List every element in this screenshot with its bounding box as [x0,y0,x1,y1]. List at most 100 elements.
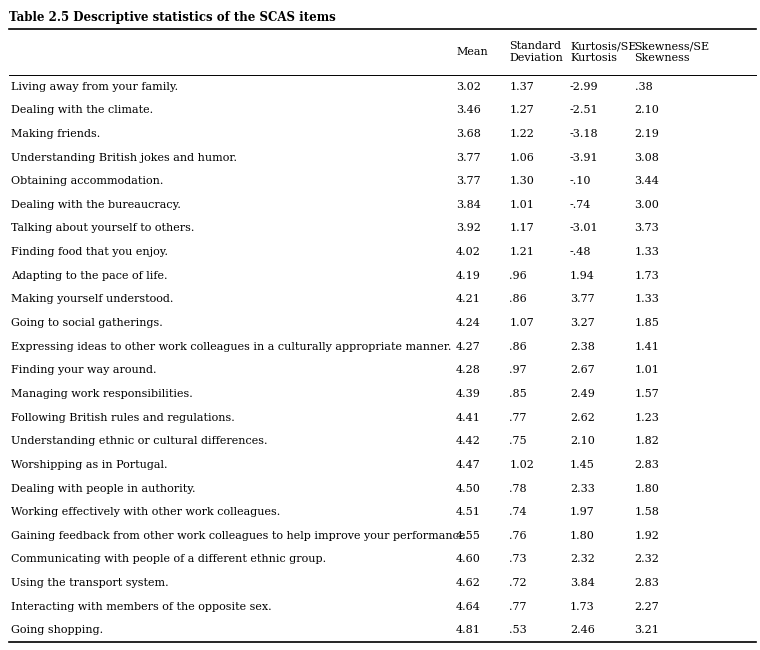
Text: 2.67: 2.67 [570,365,595,375]
Text: Living away from your family.: Living away from your family. [11,81,179,92]
Text: 1.07: 1.07 [509,318,534,328]
Text: 1.06: 1.06 [509,153,534,162]
Text: 2.10: 2.10 [570,436,595,447]
Text: 2.10: 2.10 [635,105,660,115]
Text: .86: .86 [509,294,527,304]
Text: 4.24: 4.24 [456,318,481,328]
Text: -2.99: -2.99 [570,81,599,92]
Text: 4.64: 4.64 [456,602,481,612]
Text: 4.21: 4.21 [456,294,481,304]
Text: 1.01: 1.01 [635,365,660,375]
Text: Dealing with the bureaucracy.: Dealing with the bureaucracy. [11,200,182,210]
Text: 1.97: 1.97 [570,507,595,517]
Text: 2.49: 2.49 [570,389,595,399]
Text: 3.27: 3.27 [570,318,595,328]
Text: 1.41: 1.41 [635,342,660,352]
Text: Understanding ethnic or cultural differences.: Understanding ethnic or cultural differe… [11,436,268,447]
Text: 4.28: 4.28 [456,365,481,375]
Text: 2.27: 2.27 [635,602,660,612]
Text: 4.02: 4.02 [456,247,481,257]
Text: Dealing with the climate.: Dealing with the climate. [11,105,154,115]
Text: Going to social gatherings.: Going to social gatherings. [11,318,163,328]
Text: 3.92: 3.92 [456,224,481,233]
Text: 3.77: 3.77 [570,294,594,304]
Text: 1.82: 1.82 [635,436,660,447]
Text: 2.32: 2.32 [570,554,595,564]
Text: 1.85: 1.85 [635,318,660,328]
Text: .97: .97 [509,365,527,375]
Text: 1.58: 1.58 [635,507,660,517]
Text: Understanding British jokes and humor.: Understanding British jokes and humor. [11,153,237,162]
Text: .85: .85 [509,389,527,399]
Text: Gaining feedback from other work colleagues to help improve your performance.: Gaining feedback from other work colleag… [11,531,469,541]
Text: Using the transport system.: Using the transport system. [11,578,169,588]
Text: 1.17: 1.17 [509,224,534,233]
Text: Mean: Mean [456,47,488,57]
Text: 1.57: 1.57 [635,389,660,399]
Text: .76: .76 [509,531,527,541]
Text: 4.27: 4.27 [456,342,481,352]
Text: Adapting to the pace of life.: Adapting to the pace of life. [11,270,168,281]
Text: Kurtosis/SE
Kurtosis: Kurtosis/SE Kurtosis [570,41,637,63]
Text: 3.02: 3.02 [456,81,481,92]
Text: Table 2.5 Descriptive statistics of the SCAS items: Table 2.5 Descriptive statistics of the … [9,11,336,24]
Text: -2.51: -2.51 [570,105,599,115]
Text: Going shopping.: Going shopping. [11,625,103,636]
Text: 4.60: 4.60 [456,554,481,564]
Text: 4.50: 4.50 [456,484,481,493]
Text: .72: .72 [509,578,527,588]
Text: Interacting with members of the opposite sex.: Interacting with members of the opposite… [11,602,272,612]
Text: Finding your way around.: Finding your way around. [11,365,157,375]
Text: 3.44: 3.44 [635,176,660,186]
Text: .78: .78 [509,484,527,493]
Text: 1.37: 1.37 [509,81,534,92]
Text: 2.83: 2.83 [635,460,660,470]
Text: 2.62: 2.62 [570,413,595,422]
Text: Worshipping as in Portugal.: Worshipping as in Portugal. [11,460,168,470]
Text: 4.42: 4.42 [456,436,481,447]
Text: Talking about yourself to others.: Talking about yourself to others. [11,224,195,233]
Text: .96: .96 [509,270,527,281]
Text: Following British rules and regulations.: Following British rules and regulations. [11,413,235,422]
Text: .74: .74 [509,507,527,517]
Text: 4.62: 4.62 [456,578,481,588]
Text: 1.92: 1.92 [635,531,660,541]
Text: -3.18: -3.18 [570,129,599,139]
Text: Dealing with people in authority.: Dealing with people in authority. [11,484,196,493]
Text: 3.84: 3.84 [456,200,481,210]
Text: Working effectively with other work colleagues.: Working effectively with other work coll… [11,507,280,517]
Text: 1.27: 1.27 [509,105,534,115]
Text: -.10: -.10 [570,176,591,186]
Text: 3.77: 3.77 [456,153,480,162]
Text: Making friends.: Making friends. [11,129,100,139]
Text: -3.91: -3.91 [570,153,599,162]
Text: 3.77: 3.77 [456,176,480,186]
Text: 3.08: 3.08 [635,153,660,162]
Text: 1.94: 1.94 [570,270,595,281]
Text: 1.73: 1.73 [570,602,595,612]
Text: 4.51: 4.51 [456,507,481,517]
Text: 1.01: 1.01 [509,200,534,210]
Text: Finding food that you enjoy.: Finding food that you enjoy. [11,247,169,257]
Text: 3.73: 3.73 [635,224,660,233]
Text: -.48: -.48 [570,247,591,257]
Text: -.74: -.74 [570,200,591,210]
Text: 2.46: 2.46 [570,625,595,636]
Text: 4.55: 4.55 [456,531,481,541]
Text: 1.33: 1.33 [635,247,660,257]
Text: 3.68: 3.68 [456,129,481,139]
Text: 1.80: 1.80 [570,531,595,541]
Text: 2.38: 2.38 [570,342,595,352]
Text: Communicating with people of a different ethnic group.: Communicating with people of a different… [11,554,327,564]
Text: .77: .77 [509,413,527,422]
Text: 2.19: 2.19 [635,129,660,139]
Text: 2.83: 2.83 [635,578,660,588]
Text: Managing work responsibilities.: Managing work responsibilities. [11,389,193,399]
Text: 2.33: 2.33 [570,484,595,493]
Text: .38: .38 [635,81,652,92]
Text: 1.21: 1.21 [509,247,534,257]
Text: .77: .77 [509,602,527,612]
Text: 1.30: 1.30 [509,176,534,186]
Text: 1.45: 1.45 [570,460,595,470]
Text: Expressing ideas to other work colleagues in a culturally appropriate manner.: Expressing ideas to other work colleague… [11,342,451,352]
